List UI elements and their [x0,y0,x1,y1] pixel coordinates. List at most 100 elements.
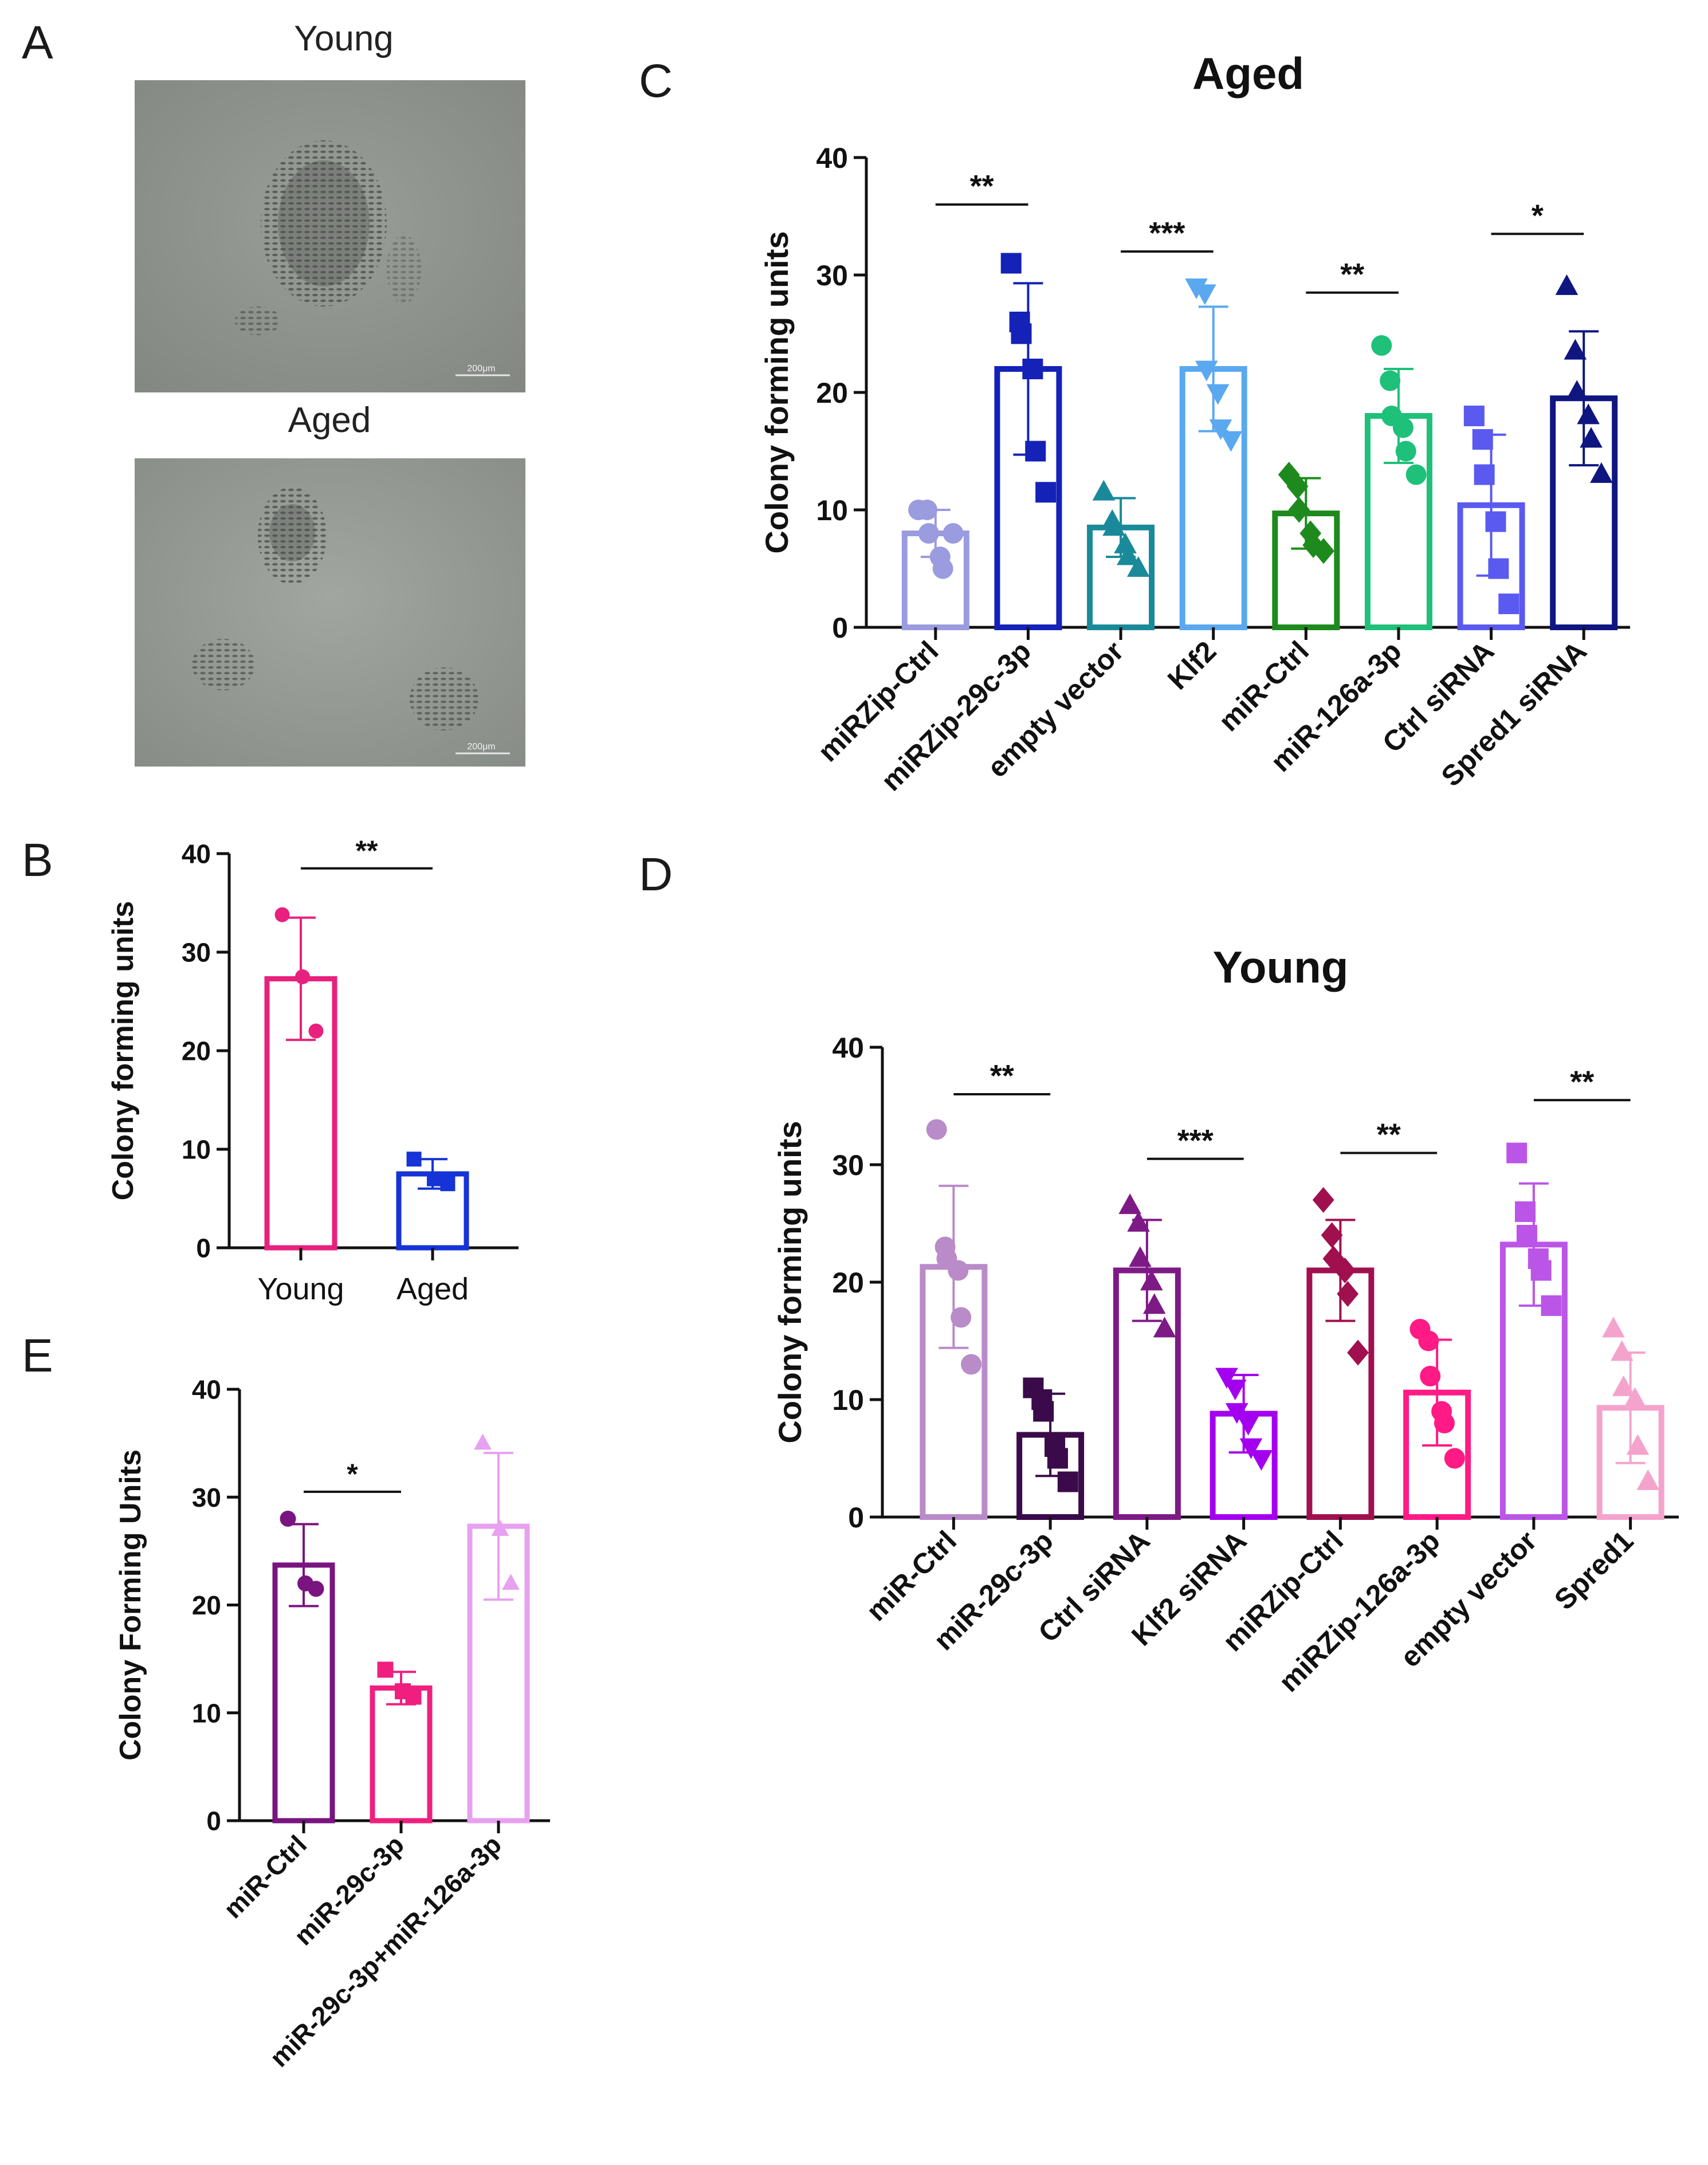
y-tick-label: 40 [182,839,211,869]
data-point [1321,1222,1343,1248]
y-tick-label: 20 [192,1590,221,1620]
data-point [1488,558,1509,579]
data-point [1140,1270,1163,1291]
data-point [1515,1201,1536,1222]
data-point [1250,1450,1273,1471]
data-point [1602,1317,1625,1338]
y-axis-label: Colony Forming Units [114,1449,147,1761]
data-point [1612,1375,1635,1396]
x-tick-label: Klf2 [1161,635,1222,696]
data-point [1405,464,1427,485]
data-point [427,1171,442,1186]
data-point [1286,473,1309,500]
data-point [1611,1340,1634,1361]
data-point [1395,441,1416,462]
cell-colony [261,140,387,307]
data-point [1463,406,1485,426]
y-tick-label: 10 [816,494,848,526]
data-point [1506,1142,1528,1164]
significance-label: ** [1377,1118,1401,1152]
data-point [1025,441,1046,462]
y-tick-label: 10 [192,1698,221,1728]
data-point [1239,1438,1263,1459]
data-point [1485,511,1506,532]
y-axis-label: Colony forming units [772,1121,808,1443]
data-point [1153,1317,1176,1338]
data-point [308,1581,324,1597]
panel-letter-c: C [639,55,673,107]
significance-label: * [1532,198,1544,233]
data-point [406,1152,422,1167]
data-point [1444,1448,1465,1469]
data-point [377,1661,394,1678]
data-point [1011,323,1032,344]
data-point [1334,1258,1356,1283]
data-point [1092,480,1116,501]
data-point [1215,1368,1238,1389]
data-point [1225,1403,1248,1424]
data-point [1313,538,1334,564]
data-point [295,969,310,984]
data-point [961,1354,982,1375]
data-point [1057,1471,1078,1492]
y-tick-label: 0 [848,1502,864,1534]
y-tick-label: 40 [192,1375,221,1405]
micrograph-aged: 200μm [135,458,525,767]
y-tick-label: 40 [816,142,848,174]
data-point [474,1433,492,1450]
data-point [916,500,937,520]
data-point [1236,1414,1260,1436]
data-point [280,1510,296,1527]
data-point [1206,384,1230,405]
y-tick-label: 0 [206,1806,221,1836]
panel-letter-b: B [22,834,53,886]
y-tick-label: 40 [832,1032,864,1064]
micrograph-young-image: 200μm [135,80,525,392]
data-point [1219,431,1243,452]
data-point [1420,1366,1441,1386]
data-point [1474,464,1495,485]
x-tick-label: Young [257,1272,344,1306]
y-tick-label: 30 [182,938,211,968]
data-point [1114,532,1137,553]
data-point [1626,1434,1650,1455]
data-point [1434,1413,1455,1433]
data-point [502,1574,520,1590]
significance-label: ** [990,1059,1014,1093]
scale-label: 200μm [467,364,495,374]
data-point [951,1307,972,1328]
y-tick-label: 30 [192,1483,221,1512]
data-point [1623,1387,1647,1408]
chart-d: Young 0 10 20 30 40 Colony forming units miR-Ct… [772,942,1679,1698]
significance-label: ** [970,169,994,203]
data-point [1530,1260,1552,1281]
y-tick-label: 10 [832,1384,864,1416]
chart-b: 0 10 20 30 40 Colony forming units Young Aged ** [107,835,519,1306]
y-tick-label: 30 [832,1149,864,1181]
y-tick-label: 0 [832,612,848,644]
data-point [1000,253,1022,274]
panel-letter-e: E [22,1330,53,1382]
micrograph-aged-label: Aged [288,400,371,440]
data-point [1565,380,1589,401]
micrograph-aged-image: 200μm [135,458,525,767]
y-tick-label: 20 [182,1036,211,1066]
data-point [1102,515,1125,536]
panel-letter-d: D [639,848,673,901]
data-point [1118,1193,1141,1215]
y-tick-label: 10 [182,1135,211,1165]
data-point [1371,335,1392,356]
panel-letter-a: A [22,17,53,69]
data-point [1047,1448,1068,1469]
data-point [1126,556,1150,577]
micrograph-young-label: Young [294,19,394,58]
data-point [1312,1187,1334,1213]
x-tick-label: miR-Ctrl [218,1829,312,1924]
x-tick-label: miR-Ctrl [860,1524,963,1627]
data-point [1288,497,1310,523]
data-point [943,523,964,544]
chart-title: Aged [1192,48,1304,99]
bar-1 [370,1685,433,1824]
